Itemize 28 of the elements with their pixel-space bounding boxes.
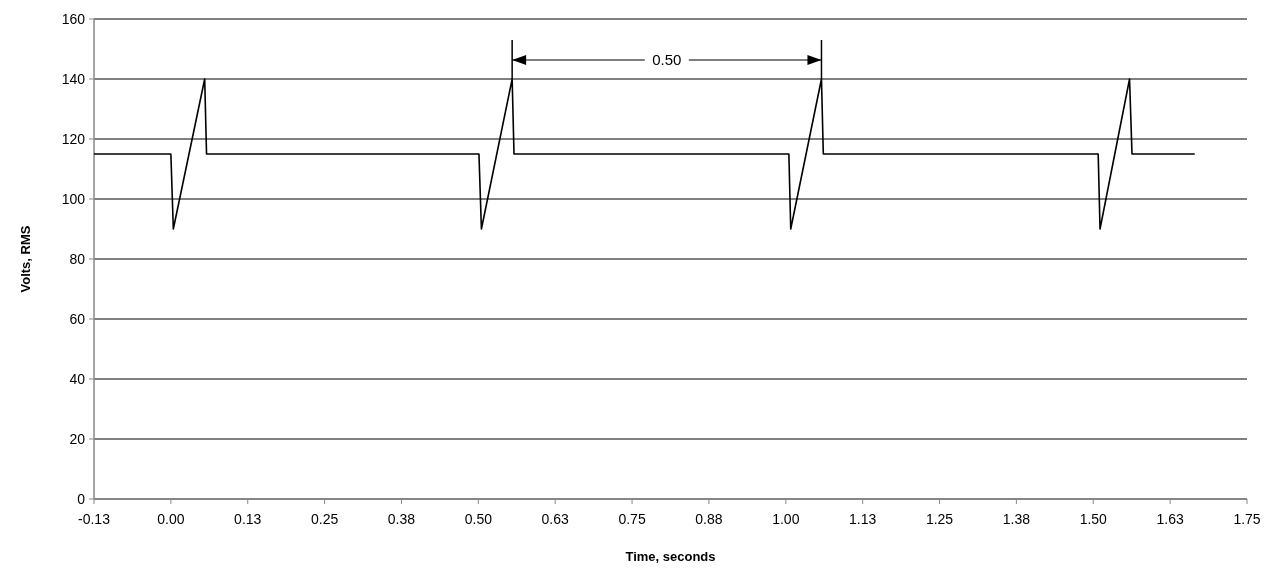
x-tick-label: 1.75 bbox=[1233, 511, 1261, 527]
x-tick-label: 0.75 bbox=[618, 511, 646, 527]
x-tick-label: 0.13 bbox=[234, 511, 262, 527]
y-tick-label: 80 bbox=[69, 251, 86, 267]
y-tick-label: 120 bbox=[61, 131, 86, 147]
y-tick-label: 0 bbox=[77, 491, 86, 507]
annotation: 0.50 bbox=[652, 51, 682, 68]
x-tick-label: 0.00 bbox=[157, 511, 185, 527]
y-tick-label: 40 bbox=[69, 371, 86, 387]
y-tick-label: 160 bbox=[61, 11, 86, 27]
x-tick-label: 0.38 bbox=[387, 511, 416, 527]
y-tick-label: 140 bbox=[61, 71, 86, 87]
x-tick-label: 1.13 bbox=[849, 511, 877, 527]
x-tick-label: 0.25 bbox=[310, 511, 339, 527]
x-tick-label: 1.25 bbox=[925, 511, 954, 527]
x-tick-label: 1.38 bbox=[1002, 511, 1031, 527]
y-axis-title: Volts, RMS bbox=[18, 225, 33, 293]
y-tick-label: 60 bbox=[69, 311, 86, 327]
x-axis-title: Time, seconds bbox=[625, 549, 716, 564]
x-tick-label: 0.50 bbox=[464, 511, 493, 527]
x-tick-label: 1.63 bbox=[1156, 511, 1184, 527]
x-tick-label: 1.00 bbox=[772, 511, 800, 527]
y-tick-label: 100 bbox=[61, 191, 86, 207]
x-tick-label: 1.50 bbox=[1079, 511, 1108, 527]
x-tick-label: -0.13 bbox=[78, 511, 111, 527]
x-tick-label: 0.63 bbox=[541, 511, 570, 527]
x-tick-label: 0.88 bbox=[695, 511, 723, 527]
y-tick-label: 20 bbox=[69, 431, 86, 447]
